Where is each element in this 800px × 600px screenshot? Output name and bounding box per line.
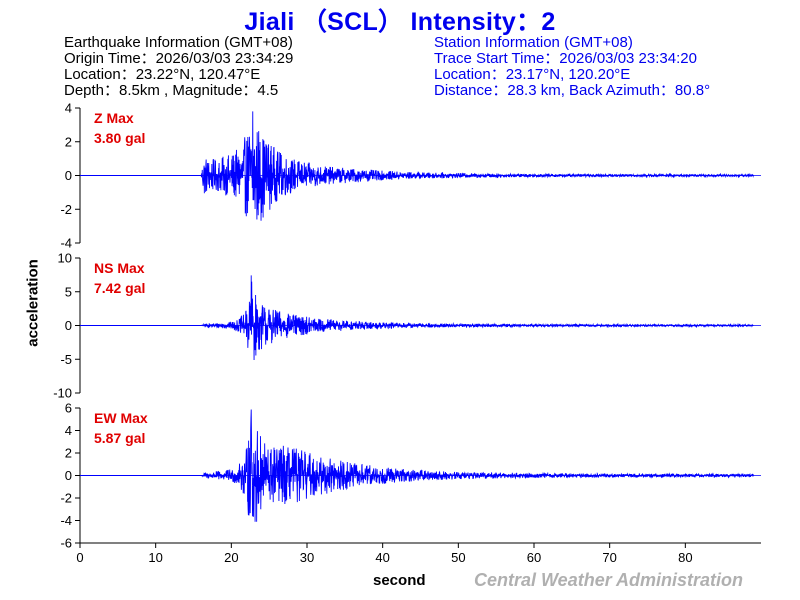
ns-waveform bbox=[80, 275, 754, 360]
ew-y-tick-label: 6 bbox=[65, 401, 72, 416]
epicenter-location: Location：23.22°N, 120.47°E bbox=[64, 66, 261, 83]
ew-y-tick-label: 4 bbox=[65, 423, 72, 438]
ns-y-tick-label: 0 bbox=[65, 318, 72, 333]
ew-y-tick-label: 2 bbox=[65, 446, 72, 461]
x-tick-label: 0 bbox=[76, 550, 83, 565]
ew-waveform bbox=[80, 409, 754, 522]
z-max-title: Z Max bbox=[94, 110, 134, 126]
ew-max-value: 5.87 gal bbox=[94, 430, 145, 446]
ns-max-value: 7.42 gal bbox=[94, 280, 145, 296]
z-y-tick-label: -2 bbox=[60, 202, 72, 217]
x-tick-label: 50 bbox=[451, 550, 465, 565]
x-tick-label: 30 bbox=[300, 550, 314, 565]
ns-y-tick-label: -5 bbox=[60, 352, 72, 367]
ns-max-title: NS Max bbox=[94, 260, 145, 276]
station-location: Location：23.17°N, 120.20°E bbox=[434, 66, 631, 83]
ew-y-tick-label: -4 bbox=[60, 513, 72, 528]
z-y-tick-label: 2 bbox=[65, 134, 72, 149]
z-y-tick-label: 4 bbox=[65, 101, 72, 116]
trace-start-time: Trace Start Time：2026/03/03 23:34:20 bbox=[434, 50, 697, 67]
x-tick-label: 20 bbox=[224, 550, 238, 565]
y-axis-label: acceleration bbox=[24, 259, 42, 347]
z-waveform bbox=[80, 111, 754, 221]
station-info: Station Information (GMT+08) Trace Start… bbox=[434, 35, 710, 99]
depth-magnitude: Depth：8.5km , Magnitude：4.5 bbox=[64, 82, 279, 99]
z-y-tick-label: 0 bbox=[65, 168, 72, 183]
x-axis-label: second bbox=[373, 572, 426, 589]
ns-y-tick-label: -10 bbox=[53, 386, 72, 401]
ew-y-tick-label: -6 bbox=[60, 536, 72, 551]
earthquake-info-heading: Earthquake Information (GMT+08) bbox=[64, 34, 293, 51]
x-tick-label: 10 bbox=[148, 550, 162, 565]
z-max-value: 3.80 gal bbox=[94, 130, 145, 146]
x-tick-label: 70 bbox=[602, 550, 616, 565]
ns-y-tick-label: 10 bbox=[58, 251, 72, 266]
chart-title: Jiali （SCL） Intensity：2 bbox=[244, 8, 556, 36]
distance-azimuth: Distance：28.3 km, Back Azimuth：80.8° bbox=[434, 82, 711, 99]
earthquake-info: Earthquake Information (GMT+08) Origin T… bbox=[64, 35, 293, 99]
station-info-heading: Station Information (GMT+08) bbox=[434, 34, 633, 51]
ns-y-tick-label: 5 bbox=[65, 284, 72, 299]
x-tick-label: 40 bbox=[375, 550, 389, 565]
x-tick-label: 80 bbox=[678, 550, 692, 565]
ew-max-title: EW Max bbox=[94, 410, 148, 426]
credit-text: Central Weather Administration bbox=[474, 570, 744, 590]
x-tick-label: 60 bbox=[527, 550, 541, 565]
ew-y-tick-label: 0 bbox=[65, 468, 72, 483]
ew-y-tick-label: -2 bbox=[60, 491, 72, 506]
origin-time: Origin Time：2026/03/03 23:34:29 bbox=[64, 50, 294, 67]
z-y-tick-label: -4 bbox=[60, 236, 72, 251]
